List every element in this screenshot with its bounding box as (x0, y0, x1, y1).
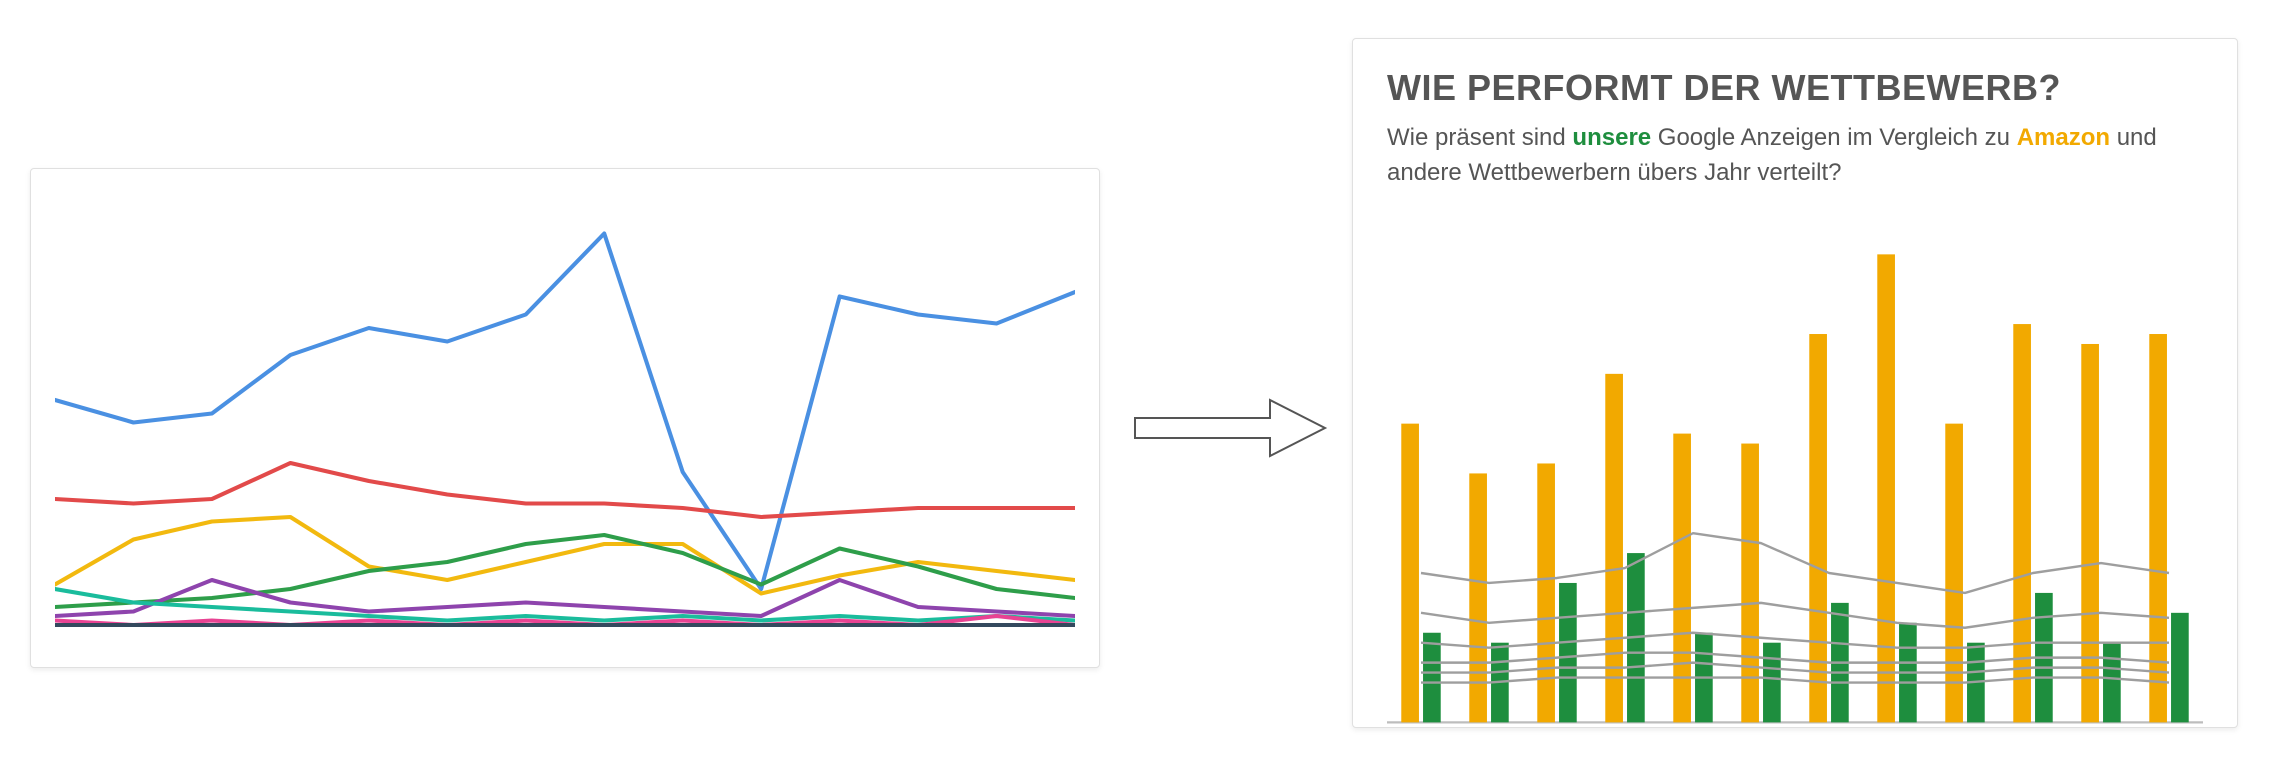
bar-amazon (1469, 473, 1487, 722)
competitor-line-1 (1421, 602, 2169, 627)
subtitle-segment: Google Anzeigen im Vergleich zu (1651, 124, 2017, 151)
left-line-chart (55, 193, 1075, 643)
left-line-chart-panel (30, 168, 1100, 668)
bar-amazon (1401, 423, 1419, 722)
competitor-line-2 (1421, 632, 2169, 647)
right-bar-chart-panel: WIE PERFORMT DER WETTBEWERB? Wie präsent… (1352, 38, 2238, 728)
competitor-line-5 (1421, 677, 2169, 682)
right-panel-subtitle: Wie präsent sind unsere Google Anzeigen … (1387, 121, 2203, 191)
line-series-red (55, 463, 1075, 517)
bar-amazon (1537, 463, 1555, 722)
bar-unsere (2103, 642, 2121, 722)
bar-unsere (1423, 632, 1441, 722)
bar-amazon (1877, 254, 1895, 722)
bar-unsere (1763, 642, 1781, 722)
bar-amazon (2081, 344, 2099, 722)
bar-unsere (1559, 583, 1577, 722)
line-series-green (55, 535, 1075, 607)
competitor-line-3 (1421, 652, 2169, 662)
bar-unsere (2171, 612, 2189, 722)
subtitle-segment: Amazon (2017, 124, 2110, 151)
right-panel-title: WIE PERFORMT DER WETTBEWERB? (1387, 67, 2203, 109)
arrow-icon (1130, 388, 1330, 468)
bar-amazon (1945, 423, 1963, 722)
competitor-line-0 (1421, 533, 2169, 593)
subtitle-segment: unsere (1572, 124, 1651, 151)
right-grouped-bar-chart (1387, 209, 2203, 729)
competitor-line-4 (1421, 662, 2169, 672)
bar-amazon (1741, 443, 1759, 722)
bar-amazon (1809, 334, 1827, 722)
bar-amazon (1605, 373, 1623, 722)
bar-amazon (2013, 324, 2031, 722)
bar-amazon (2149, 334, 2167, 722)
bar-amazon (1673, 433, 1691, 722)
line-series-blue (55, 234, 1075, 590)
subtitle-segment: Wie präsent sind (1387, 124, 1572, 151)
transform-arrow (1130, 388, 1330, 468)
